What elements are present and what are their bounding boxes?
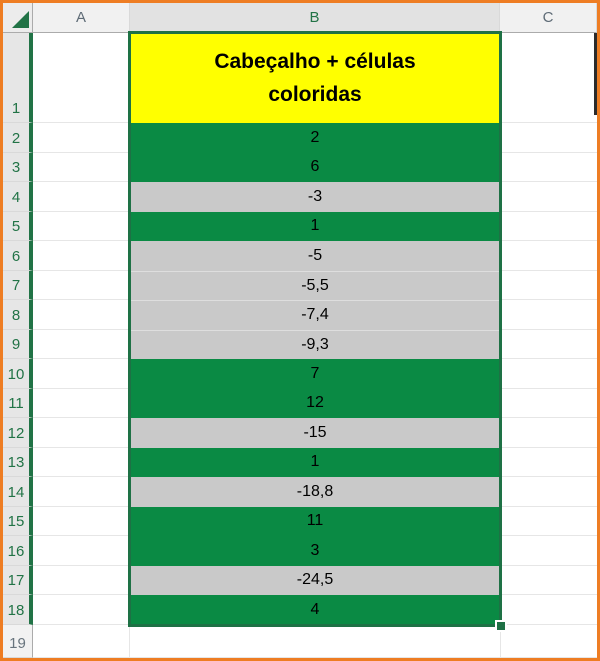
cell-B11[interactable]: 12: [130, 388, 500, 418]
header-title-line2: coloridas: [268, 82, 362, 106]
cell-A17[interactable]: [33, 565, 130, 595]
cell-B3[interactable]: 6: [130, 152, 500, 182]
cell-C4[interactable]: [500, 182, 597, 212]
cell-A5[interactable]: [33, 211, 130, 241]
row-header-4[interactable]: 4: [3, 182, 33, 212]
cell-C17[interactable]: [500, 565, 597, 595]
row-header-7[interactable]: 7: [3, 270, 33, 300]
row-header-8[interactable]: 8: [3, 300, 33, 330]
row-header-3[interactable]: 3: [3, 152, 33, 182]
row-header-15[interactable]: 15: [3, 506, 33, 536]
cell-B5[interactable]: 1: [130, 211, 500, 241]
cell-B18[interactable]: 4: [130, 595, 500, 625]
cell-C5[interactable]: [500, 211, 597, 241]
row-header-2[interactable]: 2: [3, 123, 33, 153]
column-header-A[interactable]: A: [33, 3, 130, 33]
row-header-5[interactable]: 5: [3, 211, 33, 241]
row-header-12[interactable]: 12: [3, 418, 33, 448]
cell-A6[interactable]: [33, 241, 130, 271]
cell-C15[interactable]: [500, 506, 597, 536]
cell-C18[interactable]: [500, 595, 597, 625]
cell-B2[interactable]: 2: [130, 123, 500, 153]
row-header-9[interactable]: 9: [3, 329, 33, 359]
cell-A1[interactable]: [33, 33, 130, 123]
row-header-18[interactable]: 18: [3, 595, 33, 625]
cell-C14[interactable]: [500, 477, 597, 507]
cell-A15[interactable]: [33, 506, 130, 536]
cell-B13[interactable]: 1: [130, 447, 500, 477]
cell-B8[interactable]: -7,4: [130, 300, 500, 330]
cell-C9[interactable]: [500, 329, 597, 359]
cell-C11[interactable]: [500, 388, 597, 418]
cell-A7[interactable]: [33, 270, 130, 300]
cell-B1-header[interactable]: Cabeçalho + células coloridas: [130, 33, 500, 123]
cell-B19[interactable]: [130, 624, 500, 658]
cell-C1[interactable]: [500, 33, 597, 123]
cell-B4[interactable]: -3: [130, 182, 500, 212]
cell-A14[interactable]: [33, 477, 130, 507]
spreadsheet-grid: A B C 1 Cabeçalho + células coloridas 2 2 3 6 4 -3 5…: [3, 3, 597, 658]
cell-A10[interactable]: [33, 359, 130, 389]
row-header-17[interactable]: 17: [3, 565, 33, 595]
select-all-triangle-icon: [12, 11, 29, 28]
cell-C7[interactable]: [500, 270, 597, 300]
cell-A4[interactable]: [33, 182, 130, 212]
column-header-C[interactable]: C: [500, 3, 597, 33]
cell-C19[interactable]: [500, 624, 597, 658]
cell-A12[interactable]: [33, 418, 130, 448]
cell-C3[interactable]: [500, 152, 597, 182]
row-header-6[interactable]: 6: [3, 241, 33, 271]
select-all-corner[interactable]: [3, 3, 33, 33]
cell-C2[interactable]: [500, 123, 597, 153]
cell-C12[interactable]: [500, 418, 597, 448]
cell-B14[interactable]: -18,8: [130, 477, 500, 507]
fill-handle[interactable]: [495, 620, 507, 632]
cell-B10[interactable]: 7: [130, 359, 500, 389]
pane-edge-line: [594, 33, 597, 115]
cell-C10[interactable]: [500, 359, 597, 389]
cell-A3[interactable]: [33, 152, 130, 182]
cell-C16[interactable]: [500, 536, 597, 566]
cell-A13[interactable]: [33, 447, 130, 477]
row-header-11[interactable]: 11: [3, 388, 33, 418]
cell-A8[interactable]: [33, 300, 130, 330]
cell-C13[interactable]: [500, 447, 597, 477]
row-header-13[interactable]: 13: [3, 447, 33, 477]
cell-A11[interactable]: [33, 388, 130, 418]
cell-A2[interactable]: [33, 123, 130, 153]
cell-C6[interactable]: [500, 241, 597, 271]
row-header-1[interactable]: 1: [3, 33, 33, 123]
cell-B16[interactable]: 3: [130, 536, 500, 566]
header-title-line1: Cabeçalho + células: [214, 49, 416, 73]
row-header-16[interactable]: 16: [3, 536, 33, 566]
cell-A19[interactable]: [33, 624, 130, 658]
cell-C8[interactable]: [500, 300, 597, 330]
cell-B12[interactable]: -15: [130, 418, 500, 448]
cell-A18[interactable]: [33, 595, 130, 625]
cell-B17[interactable]: -24,5: [130, 565, 500, 595]
row-header-10[interactable]: 10: [3, 359, 33, 389]
row-header-14[interactable]: 14: [3, 477, 33, 507]
cell-A16[interactable]: [33, 536, 130, 566]
cell-B6[interactable]: -5: [130, 241, 500, 271]
column-header-B[interactable]: B: [130, 3, 500, 33]
cell-B7[interactable]: -5,5: [130, 270, 500, 300]
cell-A9[interactable]: [33, 329, 130, 359]
row-header-19[interactable]: 19: [3, 624, 33, 658]
cell-B15[interactable]: 11: [130, 506, 500, 536]
cell-B9[interactable]: -9,3: [130, 329, 500, 359]
